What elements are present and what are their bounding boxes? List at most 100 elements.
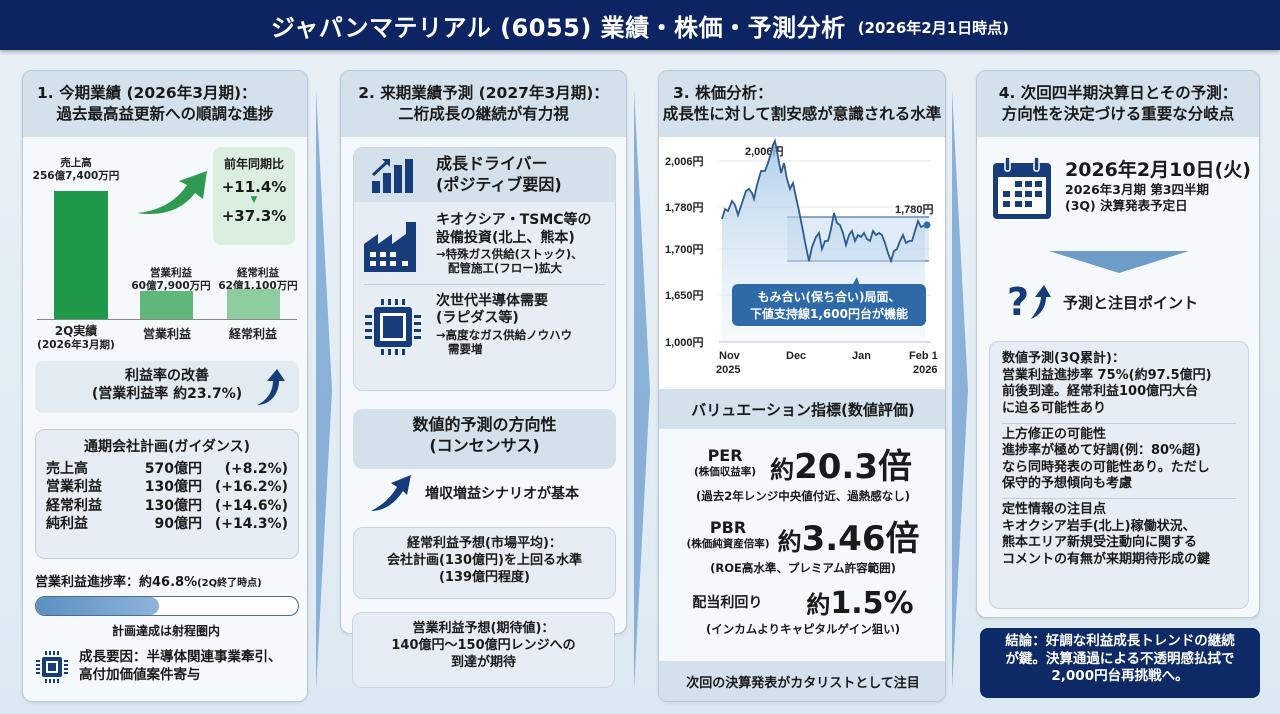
bar-ordinary [227,289,280,319]
forecast-section-qualitative: 定性情報の注目点 キオクシア岩手(北上)稼働状況、 熊本エリア新規受注動向に関す… [1002,502,1211,567]
per-metric: PER (株価収益率) 約20.3倍 (過去2年レンジ中央値付近、過熱感なし) [694,446,912,503]
panel-title-line1: 3. 株価分析： [673,84,773,103]
panel-title-line1: 4. 次回四半期決算日とその予測： [998,84,1238,103]
panel-title-line2: 二桁成長の継続が有力視 [398,105,569,123]
panel-title-line2: 方向性を決定づける重要な分岐点 [1001,105,1235,123]
flow-connector-3 [952,90,968,690]
flow-connector-1 [316,90,332,690]
ordinary-forecast-card: 経常利益予想(市場平均)： 会社計画(130億円)を上回る水準 (139億円程度… [353,527,616,599]
svg-text:1,780円: 1,780円 [665,201,704,214]
factory-icon [364,222,416,272]
svg-text:下値支持線1,600円台が機能: 下値支持線1,600円台が機能 [750,306,908,321]
svg-text:Feb 1: Feb 1 [909,350,938,362]
bar-operating [140,291,193,319]
divider [1002,422,1236,424]
panel-title-line2: 成長性に対して割安感が意識される水準 [662,105,942,123]
growth-drivers-card: 成長ドライバー (ポジティブ要因) キオクシア・TSMC等の 設備投資(北上、熊… [353,147,616,391]
yoy-from: +11.4% [221,178,287,196]
up-arrow-icon [371,475,411,511]
as-of-date: (2026年2月1日時点) [857,18,1010,37]
valuation-title: バリュエーション指標(数値評価) [659,389,945,429]
xlabel-operating: 営業利益 [142,327,191,341]
svg-text:1,650円: 1,650円 [665,289,704,302]
bar-chart-growth-icon [371,159,413,193]
scenario-row: 増収増益シナリオが基本 [369,473,579,513]
stock-price-chart: 2,006円 1,780円 1,700円 1,650円 1,000円 Nov 2… [659,137,945,387]
panel-header: 2. 来期業績予測 (2027年3月期)： 二桁成長の継続が有力視 [341,71,626,137]
catalyst-footer: 次回の決算発表がカタリストとして注目 [659,661,945,701]
scenario-text: 増収増益シナリオが基本 [425,486,579,502]
driver-item-capex: キオクシア・TSMC等の 設備投資(北上、熊本) →特殊ガス供給(ストック)、 … [354,202,615,284]
panel-header: 4. 次回四半期決算日とその予測： 方向性を決定づける重要な分岐点 [977,71,1259,137]
page-title: ジャパンマテリアル (6055) 業績・株価・予測分析 [270,13,846,42]
panel-title-line1: 1. 今期業績 (2026年3月期)： [37,84,257,103]
conclusion-box: 結論：好調な利益成長トレンドの継続 が鍵。決算通過による不透明感払拭で 2,00… [980,628,1260,698]
chip-icon [36,650,68,683]
dividend-metric: 配当利回り 約1.5% (インカムよりキャピタルゲイン狙い) [692,586,914,636]
margin-improvement-box: 利益率の改善 (営業利益率 約23.7%) [35,361,299,413]
progress-label: 営業利益進捗率：約46.8%(2Q終了時点) [35,575,262,590]
xlabel-2q: 2Q実績 (2026年3月期) [37,324,115,351]
svg-text:2,006円: 2,006円 [665,155,704,168]
yoy-to: +37.3% [221,207,287,225]
driver-item-nextgen: 次世代半導体需要 (ラピダス等) →高度なガス供給ノウハウ 需要増 [354,285,615,365]
chip-icon [365,298,421,355]
growth-arrow-icon [137,171,207,215]
panel-next-forecast: 2. 来期業績予測 (2027年3月期)： 二桁成長の継続が有力視 成長ドライバ… [340,70,627,634]
svg-text:Nov: Nov [719,350,741,362]
bar-label-ordinary: 経常利益 62億1,100万円 [218,267,298,292]
chart-baseline [37,319,297,320]
consolidation-callout [732,284,926,326]
growth-factor: 成長要因：半導体関連事業牽引、 高付加価値案件寄与 [35,649,282,684]
divider [1002,498,1236,499]
question-mark-icon: ? [1007,280,1030,324]
panel-title-line2: 過去最高益更新への順調な進捗 [56,105,274,123]
svg-text:1,700円: 1,700円 [665,243,704,256]
panel-header: 3. 株価分析： 成長性に対して割安感が意識される水準 [659,71,945,137]
consensus-card: 数値的予測の方向性 (コンセンサス) [353,409,616,469]
panel-next-earnings: 4. 次回四半期決算日とその予測： 方向性を決定づける重要な分岐点 2026年2… [976,70,1260,618]
guidance-row: 経常利益 130億円 (+14.6%) [46,497,288,514]
flow-connector-2 [634,90,650,690]
forecast-points-heading: ? 予測と注目ポイント [1007,280,1199,324]
up-arrow-icon [1031,285,1052,319]
panel-header: 1. 今期業績 (2026年3月期)： 過去最高益更新への順調な進捗 [23,71,307,137]
up-arrow-icon [257,369,285,405]
pbr-metric: PBR (株価純資産倍率) 約3.46倍 (ROE高水準、プレミアム許容範囲) [686,518,920,575]
down-chevron-icon [1049,251,1189,273]
bar-sales [54,191,108,319]
earnings-date: 2026年2月10日(火) [1065,159,1251,181]
svg-text:Jan: Jan [852,350,871,362]
down-arrow-icon: ▼ [250,195,258,205]
svg-text:1,780円: 1,780円 [895,203,934,216]
guidance-box: 通期会社計画(ガイダンス) 売上高 570億円 (+8.2%) 営業利益 130億円(… [35,429,299,559]
forecast-points-box: 数値予測(3Q累計)： 営業利益進捗率 75%(約97.5億円) 前後到達。経常… [989,341,1249,609]
calendar-icon [993,156,1051,219]
xlabel-ordinary: 経常利益 [228,327,277,341]
svg-text:もみ合い(保ち合い)局面、: もみ合い(保ち合い)局面、 [758,289,901,304]
operating-forecast-card: 営業利益予想(期待値)： 140億円〜150億円レンジへの 到達が期待 [352,612,615,688]
forecast-section-upward-revision: 上方修正の可能性 進捗率が極めて好調(例：80%超) なら同時発表の可能性あり。… [1002,426,1210,492]
progress-fill [36,597,159,615]
panel-current-results: 1. 今期業績 (2026年3月期)： 過去最高益更新への順調な進捗 売上高 25… [22,70,308,702]
bar-label-sales: 売上高 256億7,400万円 [32,157,120,182]
guidance-row: 純利益 90億円 (+14.3%) [46,516,288,533]
svg-text:1,000円: 1,000円 [665,336,704,349]
yoy-box: 前年同期比 +11.4% ▼ +37.3% [213,147,295,245]
svg-text:2026: 2026 [913,364,937,376]
forecast-section-numeric: 数値予測(3Q累計)： 営業利益進捗率 75%(約97.5億円) 前後到達。経常… [1002,351,1212,416]
guidance-row: 営業利益 130億円 (+16.2%) [46,479,288,496]
divider [364,283,605,285]
progress-bar [35,596,299,616]
results-bar-chart: 売上高 256億7,400万円 営業利益 60億7,900万円 経常利益 62億1,1… [23,137,307,357]
earnings-date-row: 2026年2月10日(火) 2026年3月期 第3四半期 (3Q) 決算発表予定… [991,155,1251,221]
svg-text:Dec: Dec [786,350,806,362]
svg-text:2025: 2025 [716,364,740,376]
price-line [721,138,926,264]
bar-label-operating: 営業利益 60億7,900万円 [131,267,211,292]
line-chart: 2,006円 1,780円 1,700円 1,650円 1,000円 Nov 2… [665,138,938,376]
panel-stock-analysis: 3. 株価分析： 成長性に対して割安感が意識される水準 2,006円 1,780… [658,70,946,702]
panel-title-line1: 2. 来期業績予測 (2027年3月期)： [358,84,609,103]
guidance-row: 売上高 570億円 (+8.2%) [46,461,288,477]
title-bar: ジャパンマテリアル (6055) 業績・株価・予測分析 (2026年2月1日時点… [0,0,1280,50]
